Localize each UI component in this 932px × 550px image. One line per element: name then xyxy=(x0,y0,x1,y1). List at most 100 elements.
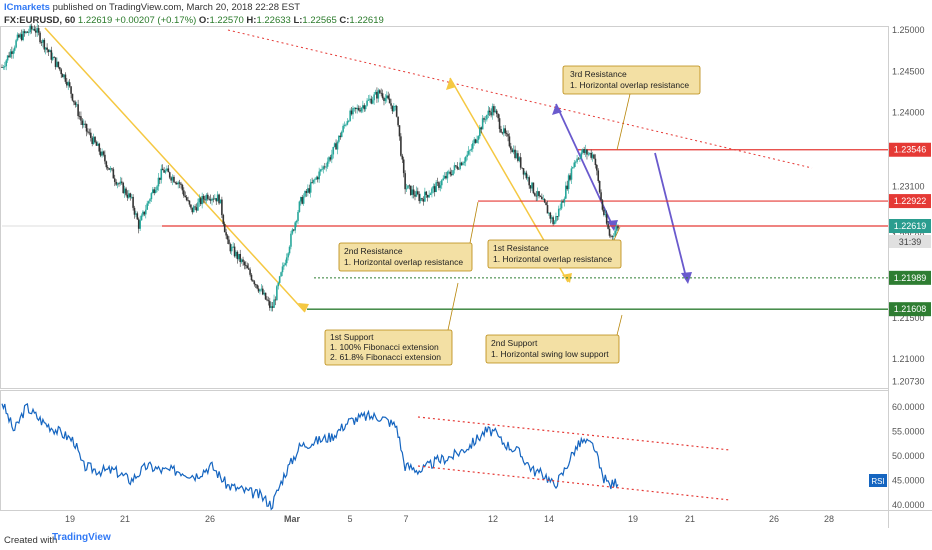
candle-body xyxy=(360,107,363,112)
annotation-2nd-support[interactable]: 2nd Support 1. Horizontal swing low supp… xyxy=(485,314,623,364)
candle-body xyxy=(534,193,536,196)
last-price: 1.22619 xyxy=(77,15,113,26)
candle-body xyxy=(63,74,65,78)
price-tick-label: 1.25000 xyxy=(892,25,925,35)
candle-body xyxy=(488,110,491,113)
candle-body xyxy=(563,198,566,203)
candle-body xyxy=(247,268,250,270)
candle-body xyxy=(386,95,388,99)
candle-body xyxy=(22,31,24,41)
candle-body xyxy=(283,264,285,267)
candle-body xyxy=(525,172,528,179)
annotation-title: 1st Resistance xyxy=(493,243,549,253)
candle-body xyxy=(535,195,538,197)
candle-body xyxy=(381,93,384,98)
candle-body xyxy=(391,105,394,112)
tradingview-logo[interactable]: TradingView xyxy=(52,532,111,543)
candle-body xyxy=(16,34,19,41)
candle-body xyxy=(319,169,322,172)
projection-arrow-1[interactable] xyxy=(555,103,615,230)
time-tick-label: 28 xyxy=(824,514,834,524)
candle-body xyxy=(140,215,143,221)
candle-body xyxy=(457,168,460,170)
annotation-line: 1. Horizontal swing low support xyxy=(491,349,609,359)
candle-body xyxy=(173,176,175,183)
candle-body xyxy=(574,161,577,163)
candle-body xyxy=(415,191,418,197)
candle-body xyxy=(263,292,265,295)
publisher-name[interactable]: ICmarkets xyxy=(4,2,50,13)
price-tick-label: 1.23100 xyxy=(892,181,925,191)
candle-body xyxy=(29,25,31,33)
candle-body xyxy=(552,217,554,225)
candle-body xyxy=(550,217,553,219)
candle-body xyxy=(111,168,113,170)
candle-body xyxy=(175,182,178,185)
candle-body xyxy=(501,132,504,134)
candle-body xyxy=(407,185,409,189)
annotation-2nd-resistance[interactable]: 2nd Resistance 1. Horizontal overlap res… xyxy=(338,201,479,272)
projection-arrow-2[interactable] xyxy=(654,152,688,282)
candle-body xyxy=(481,118,484,130)
trendline-resistance[interactable] xyxy=(227,29,813,169)
candle-body xyxy=(228,239,230,245)
candle-body xyxy=(291,229,294,234)
candle-body xyxy=(605,214,608,224)
candle-body xyxy=(350,110,353,115)
candle-body xyxy=(12,50,15,54)
candle-body xyxy=(314,179,316,181)
candle-body xyxy=(366,100,368,106)
candle-body xyxy=(376,91,378,99)
time-tick-label: 26 xyxy=(205,514,215,524)
candle-body xyxy=(81,120,84,125)
candle-body xyxy=(462,162,464,166)
annotation-title: 3rd Resistance xyxy=(570,69,627,79)
candle-body xyxy=(116,183,119,185)
candle-body xyxy=(246,265,249,269)
candle-body xyxy=(615,226,618,231)
candle-body xyxy=(352,108,354,115)
candle-body xyxy=(607,223,609,229)
candle-body xyxy=(384,98,387,101)
candle-body xyxy=(426,194,429,198)
candle-body xyxy=(32,28,34,30)
candle-body xyxy=(218,194,220,204)
candle-body xyxy=(171,176,174,181)
candle-body xyxy=(418,194,421,202)
candle-body xyxy=(583,149,585,154)
annotation-1st-resistance[interactable]: 1st Resistance 1. Horizontal overlap res… xyxy=(487,226,622,269)
candle-body xyxy=(367,99,370,101)
price-tick-label: 1.24000 xyxy=(892,107,925,117)
candle-body xyxy=(236,251,239,260)
rsi-channel-upper[interactable] xyxy=(417,416,731,451)
candle-body xyxy=(266,299,268,301)
candle-body xyxy=(82,123,85,125)
annotation-1st-support[interactable]: 1st Support 1. 100% Fibonacci extension … xyxy=(324,282,459,366)
candle-body xyxy=(259,289,261,292)
candle-body xyxy=(433,186,436,193)
candle-body xyxy=(1,67,3,68)
candle-body xyxy=(328,157,330,162)
candle-body xyxy=(409,185,412,195)
fib-line-1[interactable] xyxy=(44,27,306,313)
candle-body xyxy=(174,182,177,184)
candle-body xyxy=(99,151,102,156)
symbol-label[interactable]: FX:EURUSD, 60 xyxy=(4,15,76,26)
candle-body xyxy=(23,31,26,34)
candle-body xyxy=(474,139,477,143)
candle-body xyxy=(383,97,385,101)
candle-body xyxy=(8,55,10,58)
candle-body xyxy=(494,110,497,113)
candle-body xyxy=(369,98,371,100)
candle-body xyxy=(254,284,257,286)
annotation-3rd-resistance[interactable]: 3rd Resistance 1. Horizontal overlap res… xyxy=(562,65,701,151)
level-price-label: 1.21989 xyxy=(894,273,927,283)
candle-body xyxy=(345,124,347,126)
candle-body xyxy=(405,188,408,190)
candle-body xyxy=(25,31,27,34)
chart-header: ICmarkets published on TradingView.com, … xyxy=(0,0,932,26)
time-tick-label: 7 xyxy=(403,514,408,524)
rsi-channel-lower[interactable] xyxy=(417,465,731,501)
candle-body xyxy=(495,110,498,115)
